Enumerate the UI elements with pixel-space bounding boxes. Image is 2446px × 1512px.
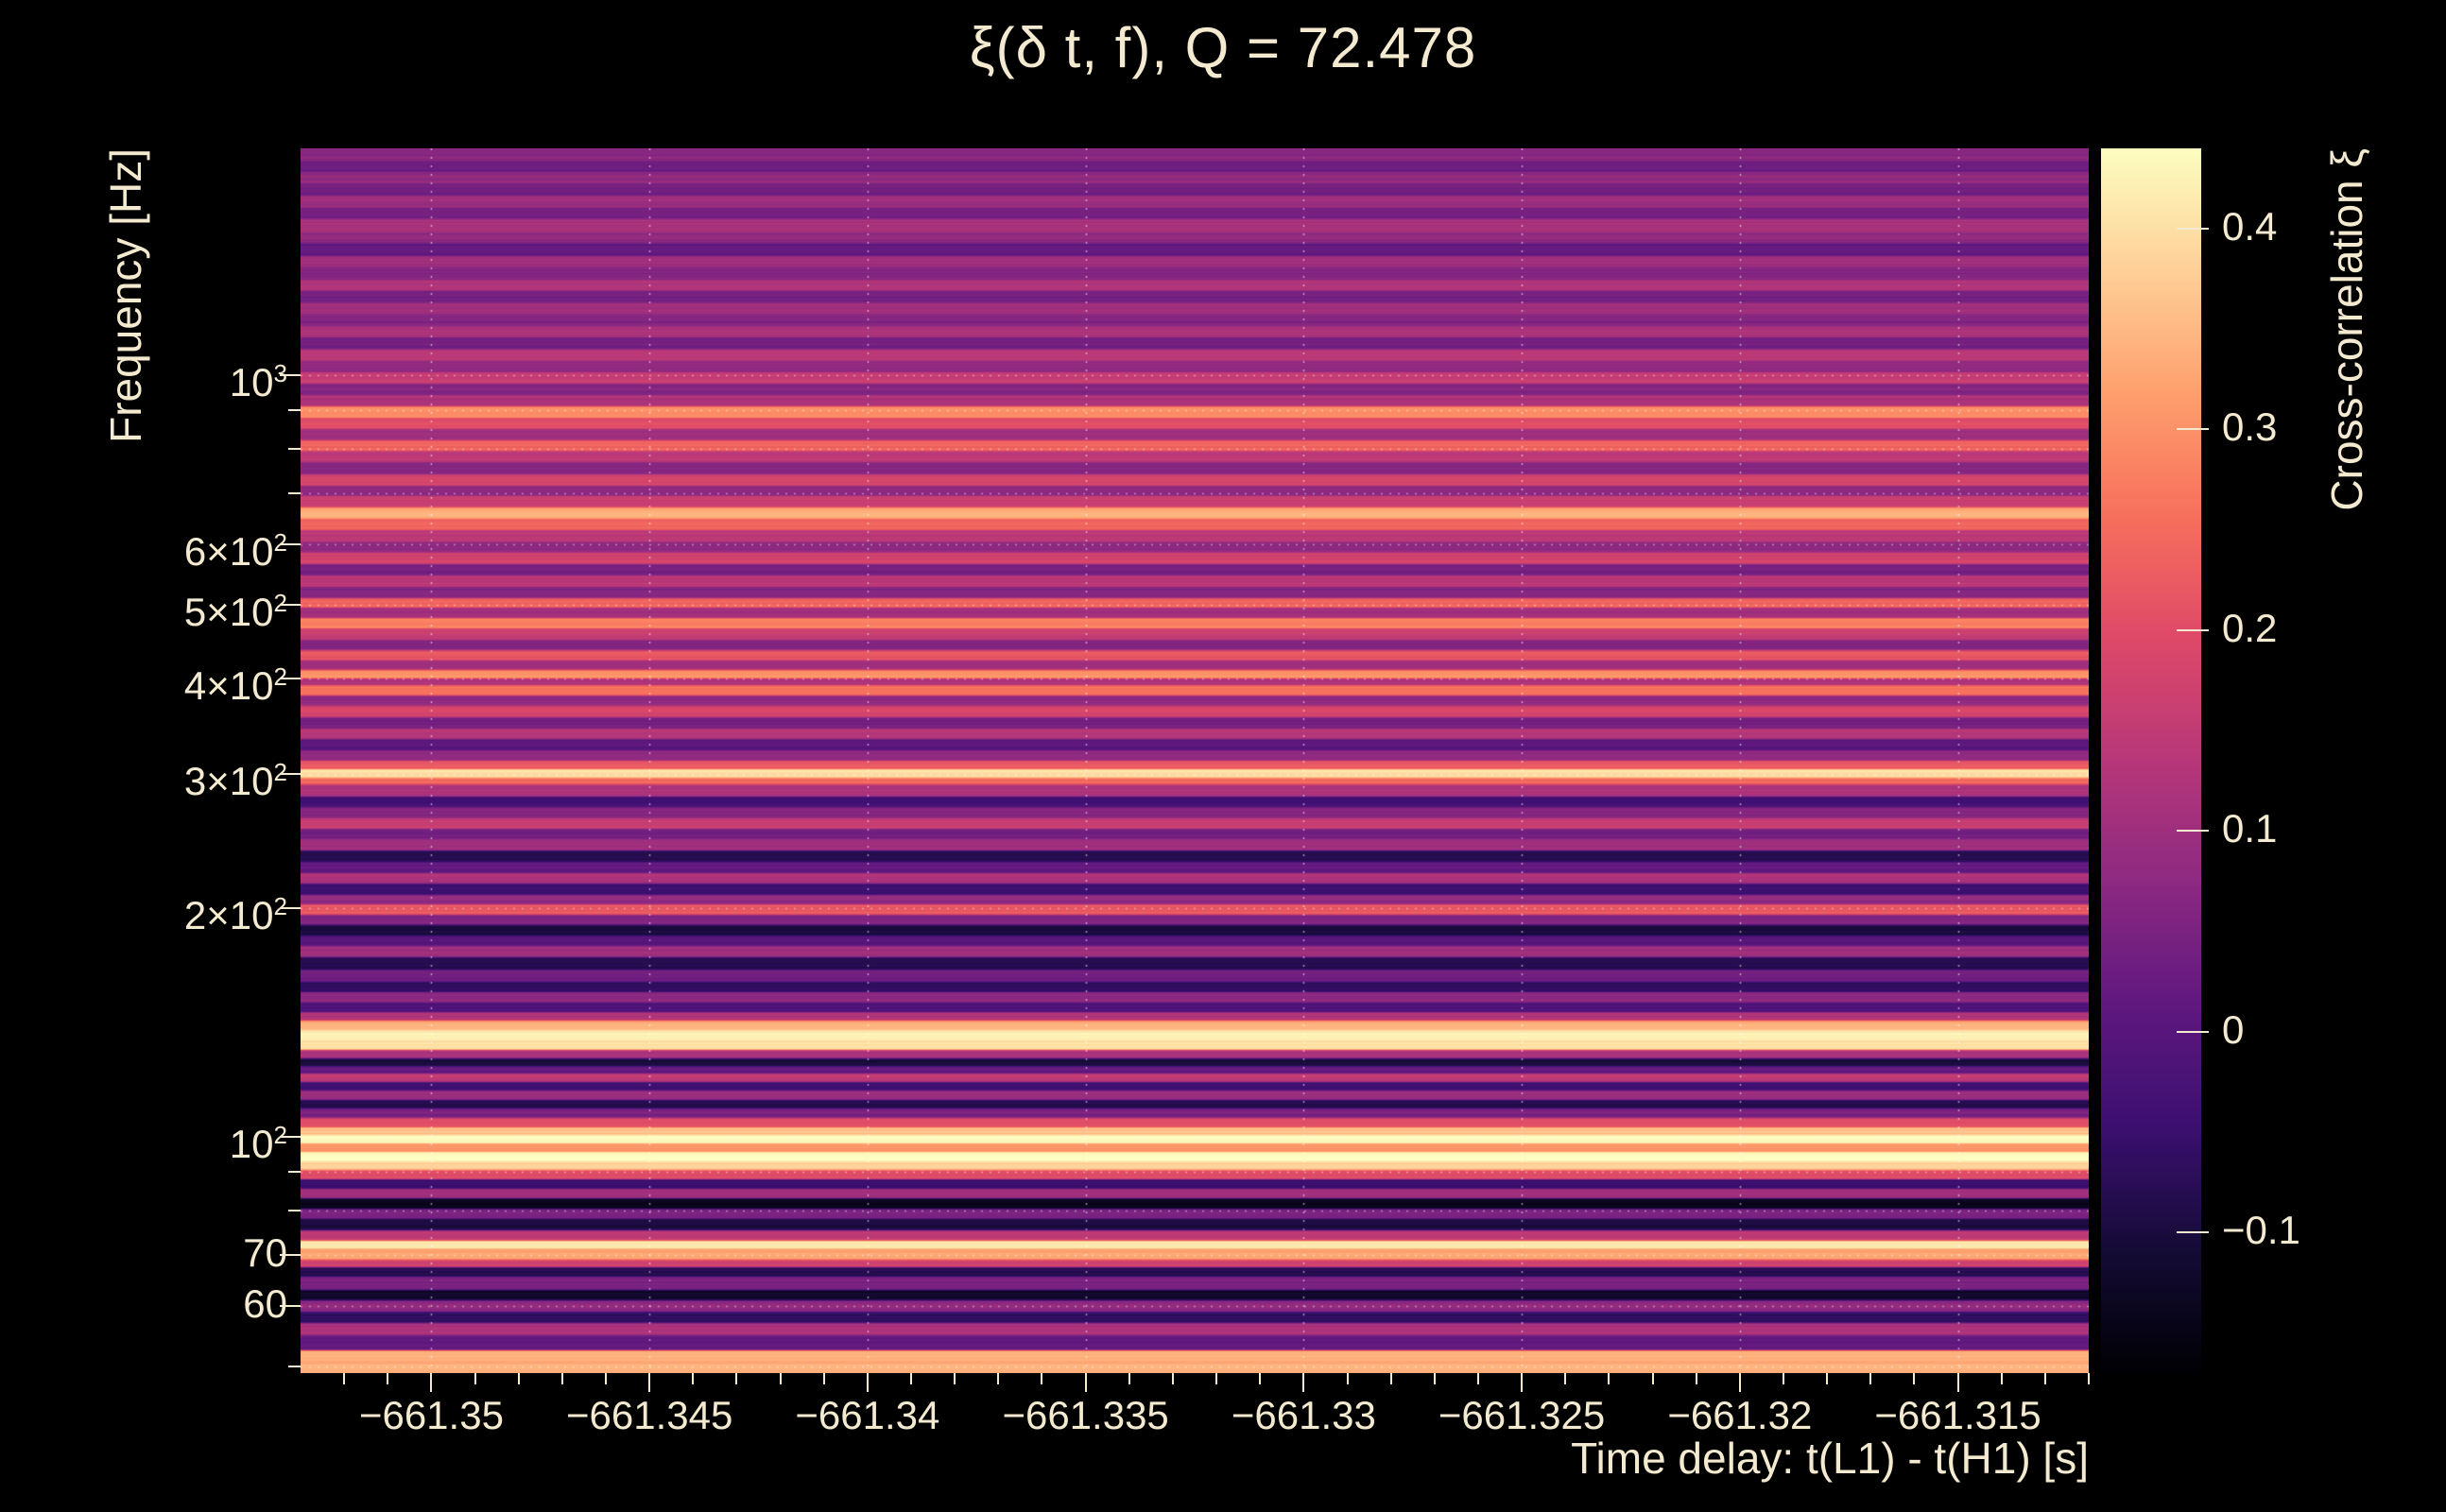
y-tick-label: 60	[243, 1281, 287, 1327]
y-tick	[280, 772, 301, 775]
x-minor-tick	[387, 1373, 389, 1384]
x-tick	[1956, 1373, 1959, 1392]
x-minor-tick	[517, 1373, 520, 1384]
colorbar-tick	[2177, 628, 2209, 631]
x-minor-tick	[1215, 1373, 1218, 1384]
x-minor-tick	[474, 1373, 476, 1384]
x-minor-tick	[1608, 1373, 1611, 1384]
x-minor-tick	[2088, 1373, 2090, 1384]
x-tick	[1521, 1373, 1524, 1392]
x-minor-tick	[1433, 1373, 1436, 1384]
y-tick-label: 2×102	[183, 891, 287, 937]
y-tick-label: 6×102	[183, 527, 287, 574]
y-tick-label: 4×102	[183, 662, 287, 708]
x-minor-tick	[910, 1373, 913, 1384]
y-tick-label: 102	[229, 1121, 287, 1167]
y-tick	[280, 1136, 301, 1139]
x-minor-tick	[1564, 1373, 1567, 1384]
x-minor-tick	[779, 1373, 782, 1384]
x-minor-tick	[735, 1373, 738, 1384]
x-minor-tick	[692, 1373, 695, 1384]
y-tick	[288, 1210, 301, 1212]
x-tick-label: −661.33	[1231, 1393, 1376, 1437]
x-minor-tick	[1041, 1373, 1043, 1384]
x-minor-tick	[2043, 1373, 2046, 1384]
y-tick-label: 5×102	[183, 588, 287, 634]
x-tick-label: −661.32	[1667, 1393, 1813, 1437]
colorbar-tick-label: 0.3	[2222, 404, 2278, 450]
colorbar-tick	[2177, 830, 2209, 833]
y-tick	[280, 603, 301, 606]
x-minor-tick	[1651, 1373, 1654, 1384]
x-tick	[430, 1373, 433, 1392]
x-minor-tick	[343, 1373, 346, 1384]
y-tick-label: 70	[243, 1230, 287, 1276]
y-tick	[280, 1305, 301, 1308]
x-minor-tick	[954, 1373, 956, 1384]
y-tick	[280, 374, 301, 377]
x-minor-tick	[1259, 1373, 1262, 1384]
x-tick-label: −661.35	[358, 1393, 504, 1437]
y-tick	[280, 677, 301, 679]
x-minor-tick	[560, 1373, 563, 1384]
y-tick	[288, 1171, 301, 1174]
x-tick-label: −661.325	[1438, 1393, 1606, 1437]
x-minor-tick	[1171, 1373, 1174, 1384]
x-tick-label: −661.315	[1874, 1393, 2041, 1437]
x-tick-label: −661.345	[565, 1393, 733, 1437]
x-minor-tick	[1913, 1373, 1916, 1384]
x-tick	[1738, 1373, 1741, 1392]
y-tick-label: 103	[229, 359, 287, 405]
y-tick	[288, 491, 301, 494]
x-tick	[1302, 1373, 1305, 1392]
x-axis-title: Time delay: t(L1) - t(H1) [s]	[1571, 1434, 2089, 1483]
colorbar-tick-label: 0.4	[2222, 203, 2278, 249]
x-minor-tick	[1826, 1373, 1829, 1384]
colorbar-tick	[2177, 428, 2209, 431]
x-minor-tick	[605, 1373, 608, 1384]
heatmap-canvas	[301, 148, 2089, 1373]
x-minor-tick	[1695, 1373, 1697, 1384]
x-minor-tick	[822, 1373, 825, 1384]
x-minor-tick	[2000, 1373, 2003, 1384]
y-tick	[280, 906, 301, 909]
x-minor-tick	[1128, 1373, 1130, 1384]
colorbar-canvas	[2101, 148, 2201, 1373]
x-minor-tick	[1869, 1373, 1872, 1384]
y-tick	[280, 542, 301, 545]
colorbar-title: Cross-correlation ξ	[2322, 148, 2371, 511]
x-tick-label: −661.34	[795, 1393, 940, 1437]
y-tick	[288, 1365, 301, 1367]
colorbar-tick-label: 0.1	[2222, 806, 2278, 851]
colorbar-tick-label: −0.1	[2222, 1208, 2300, 1253]
y-tick	[288, 448, 301, 451]
x-tick	[648, 1373, 651, 1392]
x-minor-tick	[1346, 1373, 1349, 1384]
x-minor-tick	[997, 1373, 1000, 1384]
y-tick	[280, 1254, 301, 1257]
x-minor-tick	[1782, 1373, 1784, 1384]
y-tick-label: 3×102	[183, 757, 287, 803]
colorbar-tick-label: 0	[2222, 1006, 2245, 1052]
colorbar-tick	[2177, 1030, 2209, 1033]
x-tick	[1084, 1373, 1087, 1392]
x-tick-label: −661.335	[1002, 1393, 1169, 1437]
colorbar-tick	[2177, 227, 2209, 230]
chart-title: ξ(δ t, f), Q = 72.478	[969, 16, 1477, 79]
colorbar-tick	[2177, 1231, 2209, 1234]
x-minor-tick	[1476, 1373, 1479, 1384]
colorbar-tick-label: 0.2	[2222, 605, 2278, 650]
x-tick	[866, 1373, 869, 1392]
y-tick	[288, 408, 301, 411]
x-minor-tick	[1389, 1373, 1392, 1384]
